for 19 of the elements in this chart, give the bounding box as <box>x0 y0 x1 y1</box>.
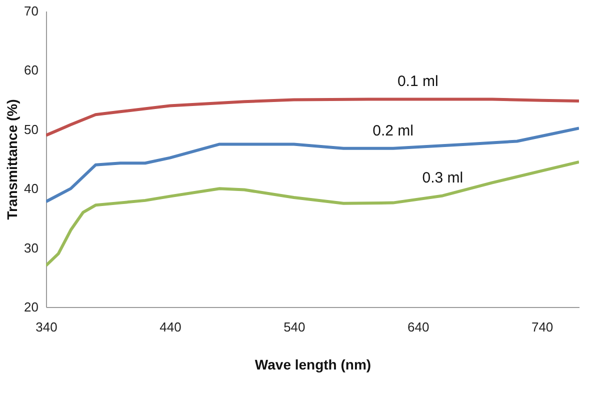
x-tick-label: 440 <box>160 320 182 334</box>
y-tick-label: 30 <box>24 240 38 256</box>
x-tick-label: 540 <box>284 320 306 334</box>
y-tick-label: 60 <box>24 62 38 78</box>
y-axis-title: Transmittance (%) <box>4 99 20 220</box>
y-tick-label: 70 <box>24 4 38 18</box>
line-series <box>46 98 579 137</box>
x-tick-label: 640 <box>408 320 430 334</box>
line-series <box>46 160 579 268</box>
x-tick-label: 340 <box>36 320 58 334</box>
y-tick-label: 50 <box>24 122 38 137</box>
x-tick-label: 740 <box>531 320 554 334</box>
series-label: 0.2 ml <box>372 122 414 140</box>
y-tick-label: 40 <box>24 181 38 196</box>
series-label: 0.1 ml <box>397 73 438 90</box>
line-series <box>46 126 579 204</box>
y-tick-label: 20 <box>24 300 38 314</box>
x-axis-title: Wave length (nm) <box>254 356 372 372</box>
series-label: 0.3 ml <box>422 170 464 187</box>
